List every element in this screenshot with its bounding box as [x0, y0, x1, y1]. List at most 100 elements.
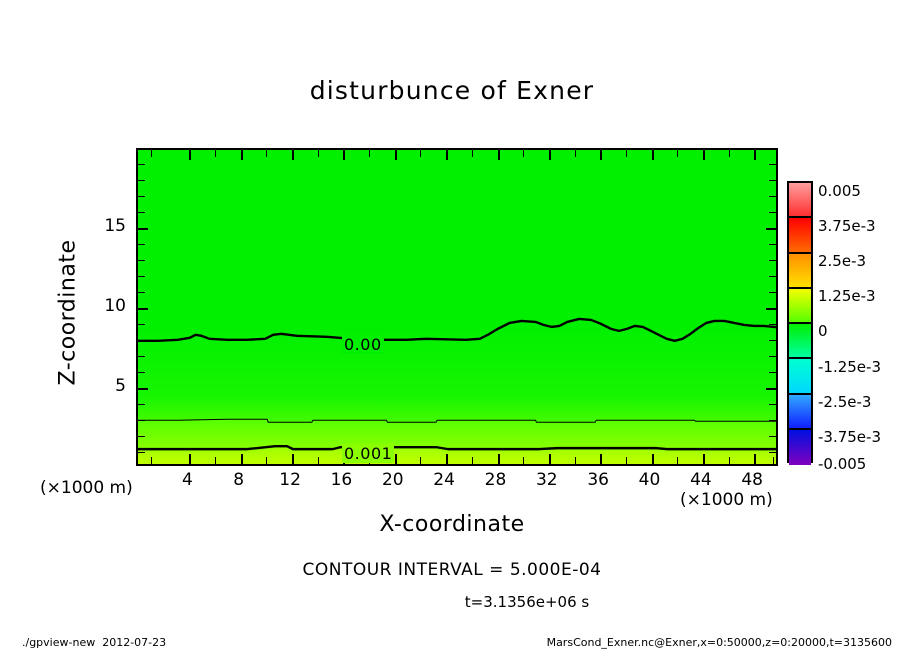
- tick-x: [702, 454, 705, 464]
- tick-x: [292, 454, 295, 464]
- tick-x-top: [574, 150, 576, 157]
- tick-y-right: [766, 228, 776, 230]
- footer-source: MarsCond_Exner.nc@Exner,x=0:50000,z=0:20…: [546, 636, 892, 649]
- ytick-label: 5: [115, 376, 126, 396]
- colorbar-label: 2.5e-3: [818, 252, 867, 270]
- colorbar-label: -3.75e-3: [818, 428, 881, 446]
- tick-x: [773, 457, 774, 464]
- x-unit-left: (×1000 m): [40, 478, 133, 498]
- tick-y-right: [769, 212, 776, 213]
- tick-y: [138, 372, 145, 373]
- xtick-label: 8: [233, 470, 245, 490]
- tick-x: [189, 454, 192, 464]
- tick-x-top: [240, 150, 243, 160]
- colorbar-band: [789, 218, 811, 254]
- tick-x: [471, 457, 473, 464]
- tick-x: [574, 457, 576, 464]
- tick-y-right: [769, 180, 776, 181]
- colorbar-band: [789, 253, 811, 289]
- colorbar-band: [789, 324, 811, 360]
- tick-x-top: [420, 150, 422, 157]
- xtick-label: 48: [741, 470, 763, 490]
- tick-x-top: [677, 150, 679, 157]
- xtick-label: 44: [690, 470, 712, 490]
- tick-x: [497, 454, 500, 464]
- tick-x-top: [471, 150, 473, 157]
- xtick-label: 12: [279, 470, 301, 490]
- timestamp-text: t=3.1356e+06 s: [464, 593, 590, 611]
- tick-y: [138, 436, 145, 437]
- colorbar-label: 0: [818, 322, 828, 340]
- colorbar[interactable]: [787, 181, 813, 465]
- tick-x: [523, 457, 525, 464]
- tick-x-top: [702, 150, 705, 160]
- tick-x-top: [728, 150, 730, 157]
- tick-y-right: [769, 356, 776, 357]
- tick-x: [240, 454, 243, 464]
- tick-x: [266, 457, 268, 464]
- contour-label-zero: 0.00: [342, 335, 384, 354]
- tick-y: [138, 228, 148, 230]
- contour-field: [138, 150, 776, 464]
- colorbar-label: 3.75e-3: [818, 217, 876, 235]
- colorbar-label: -2.5e-3: [818, 393, 872, 411]
- colorbar-label: -1.25e-3: [818, 358, 881, 376]
- tick-x-top: [446, 150, 449, 160]
- tick-x: [625, 457, 627, 464]
- tick-y: [138, 452, 145, 453]
- tick-y: [138, 164, 145, 165]
- tick-y: [138, 420, 145, 421]
- tick-y-right: [769, 196, 776, 197]
- tick-y: [138, 404, 145, 405]
- tick-x-top: [343, 150, 346, 160]
- contour-plot-area: 0.00 0.001: [136, 148, 778, 466]
- colorbar-label: 1.25e-3: [818, 287, 876, 305]
- tick-y: [138, 180, 145, 181]
- xtick-label: 28: [484, 470, 507, 490]
- tick-y-right: [766, 388, 776, 390]
- x-axis-title: X-coordinate: [379, 512, 525, 537]
- tick-y-right: [769, 292, 776, 293]
- tick-x: [317, 457, 319, 464]
- tick-x-top: [317, 150, 319, 157]
- tick-x: [600, 454, 603, 464]
- tick-x: [394, 454, 397, 464]
- colorbar-band: [789, 359, 811, 395]
- footer-command: ./gpview-new 2012-07-23: [22, 636, 167, 649]
- xtick-label: 4: [181, 470, 193, 490]
- tick-y: [138, 212, 145, 213]
- xtick-label: 36: [587, 470, 609, 490]
- colorbar-label: 0.005: [818, 182, 861, 200]
- tick-y: [138, 340, 145, 341]
- tick-x: [548, 454, 551, 464]
- tick-x-top: [754, 150, 757, 160]
- contour-interval-text: CONTOUR INTERVAL = 5.000E-04: [302, 560, 602, 580]
- xtick-label: 20: [381, 470, 404, 490]
- tick-y-right: [769, 436, 776, 437]
- tick-y-right: [769, 324, 776, 325]
- tick-y-right: [769, 420, 776, 421]
- tick-x-top: [150, 150, 152, 157]
- tick-y: [138, 196, 145, 197]
- tick-y: [138, 244, 145, 245]
- tick-y-right: [769, 164, 776, 165]
- tick-y-right: [769, 244, 776, 245]
- tick-x: [446, 454, 449, 464]
- tick-y: [138, 356, 145, 357]
- ytick-label: 10: [104, 296, 126, 316]
- xtick-label: 40: [638, 470, 661, 490]
- tick-y-right: [769, 340, 776, 341]
- xtick-label: 24: [433, 470, 455, 490]
- tick-x-top: [369, 150, 371, 157]
- tick-y-right: [769, 276, 776, 277]
- tick-y: [138, 308, 148, 310]
- tick-y: [138, 276, 145, 277]
- tick-x-top: [548, 150, 551, 160]
- colorbar-band: [789, 288, 811, 324]
- tick-x-top: [215, 150, 217, 157]
- tick-x: [728, 457, 730, 464]
- tick-y: [138, 388, 148, 390]
- tick-x-top: [266, 150, 268, 157]
- tick-y: [138, 260, 145, 261]
- tick-x: [420, 457, 422, 464]
